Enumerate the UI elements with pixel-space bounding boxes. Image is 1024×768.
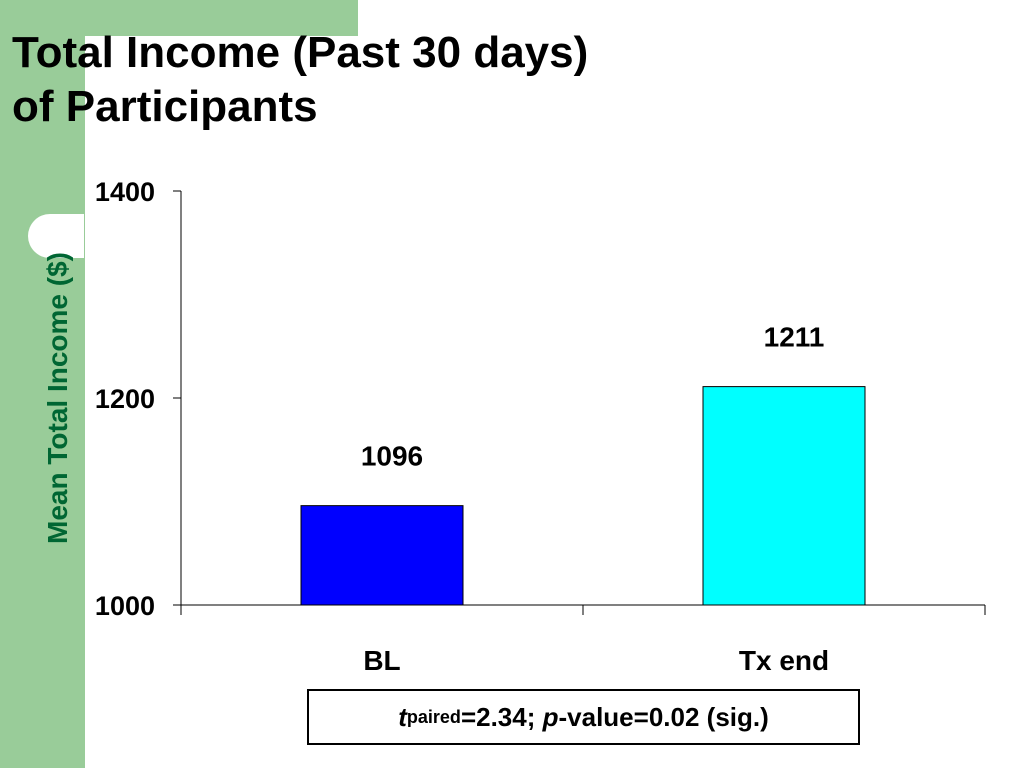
t-subscript: paired (406, 706, 461, 727)
x-category-label: Tx end (739, 645, 829, 676)
bar-tx-end (702, 386, 866, 606)
accent-bar (0, 0, 85, 768)
p-symbol: p (542, 701, 559, 732)
t-value: =2.34; (460, 701, 543, 732)
y-axis-title: Mean Total Income ($) (42, 252, 73, 544)
bar-bl (300, 505, 464, 606)
y-tick-label: 1200 (95, 384, 155, 414)
data-label: 1211 (764, 322, 825, 353)
slide-title-line1: Total Income (Past 30 days) (12, 28, 589, 77)
p-value: -value=0.02 (sig.) (558, 701, 769, 732)
statistics-box: t paired =2.34; p -value=0.02 (sig.) (307, 689, 860, 745)
accent-top-strip (85, 0, 358, 36)
y-tick-label: 1400 (95, 177, 155, 207)
data-label: 1096 (361, 441, 423, 472)
y-tick-label: 1000 (95, 591, 155, 621)
t-symbol: t (398, 701, 407, 732)
slide-title-line2: of Participants (12, 82, 318, 131)
y-axis-title-backdrop (28, 214, 84, 258)
x-category-label: BL (363, 645, 400, 676)
slide-title: Total Income (Past 30 days) of Participa… (12, 26, 588, 134)
